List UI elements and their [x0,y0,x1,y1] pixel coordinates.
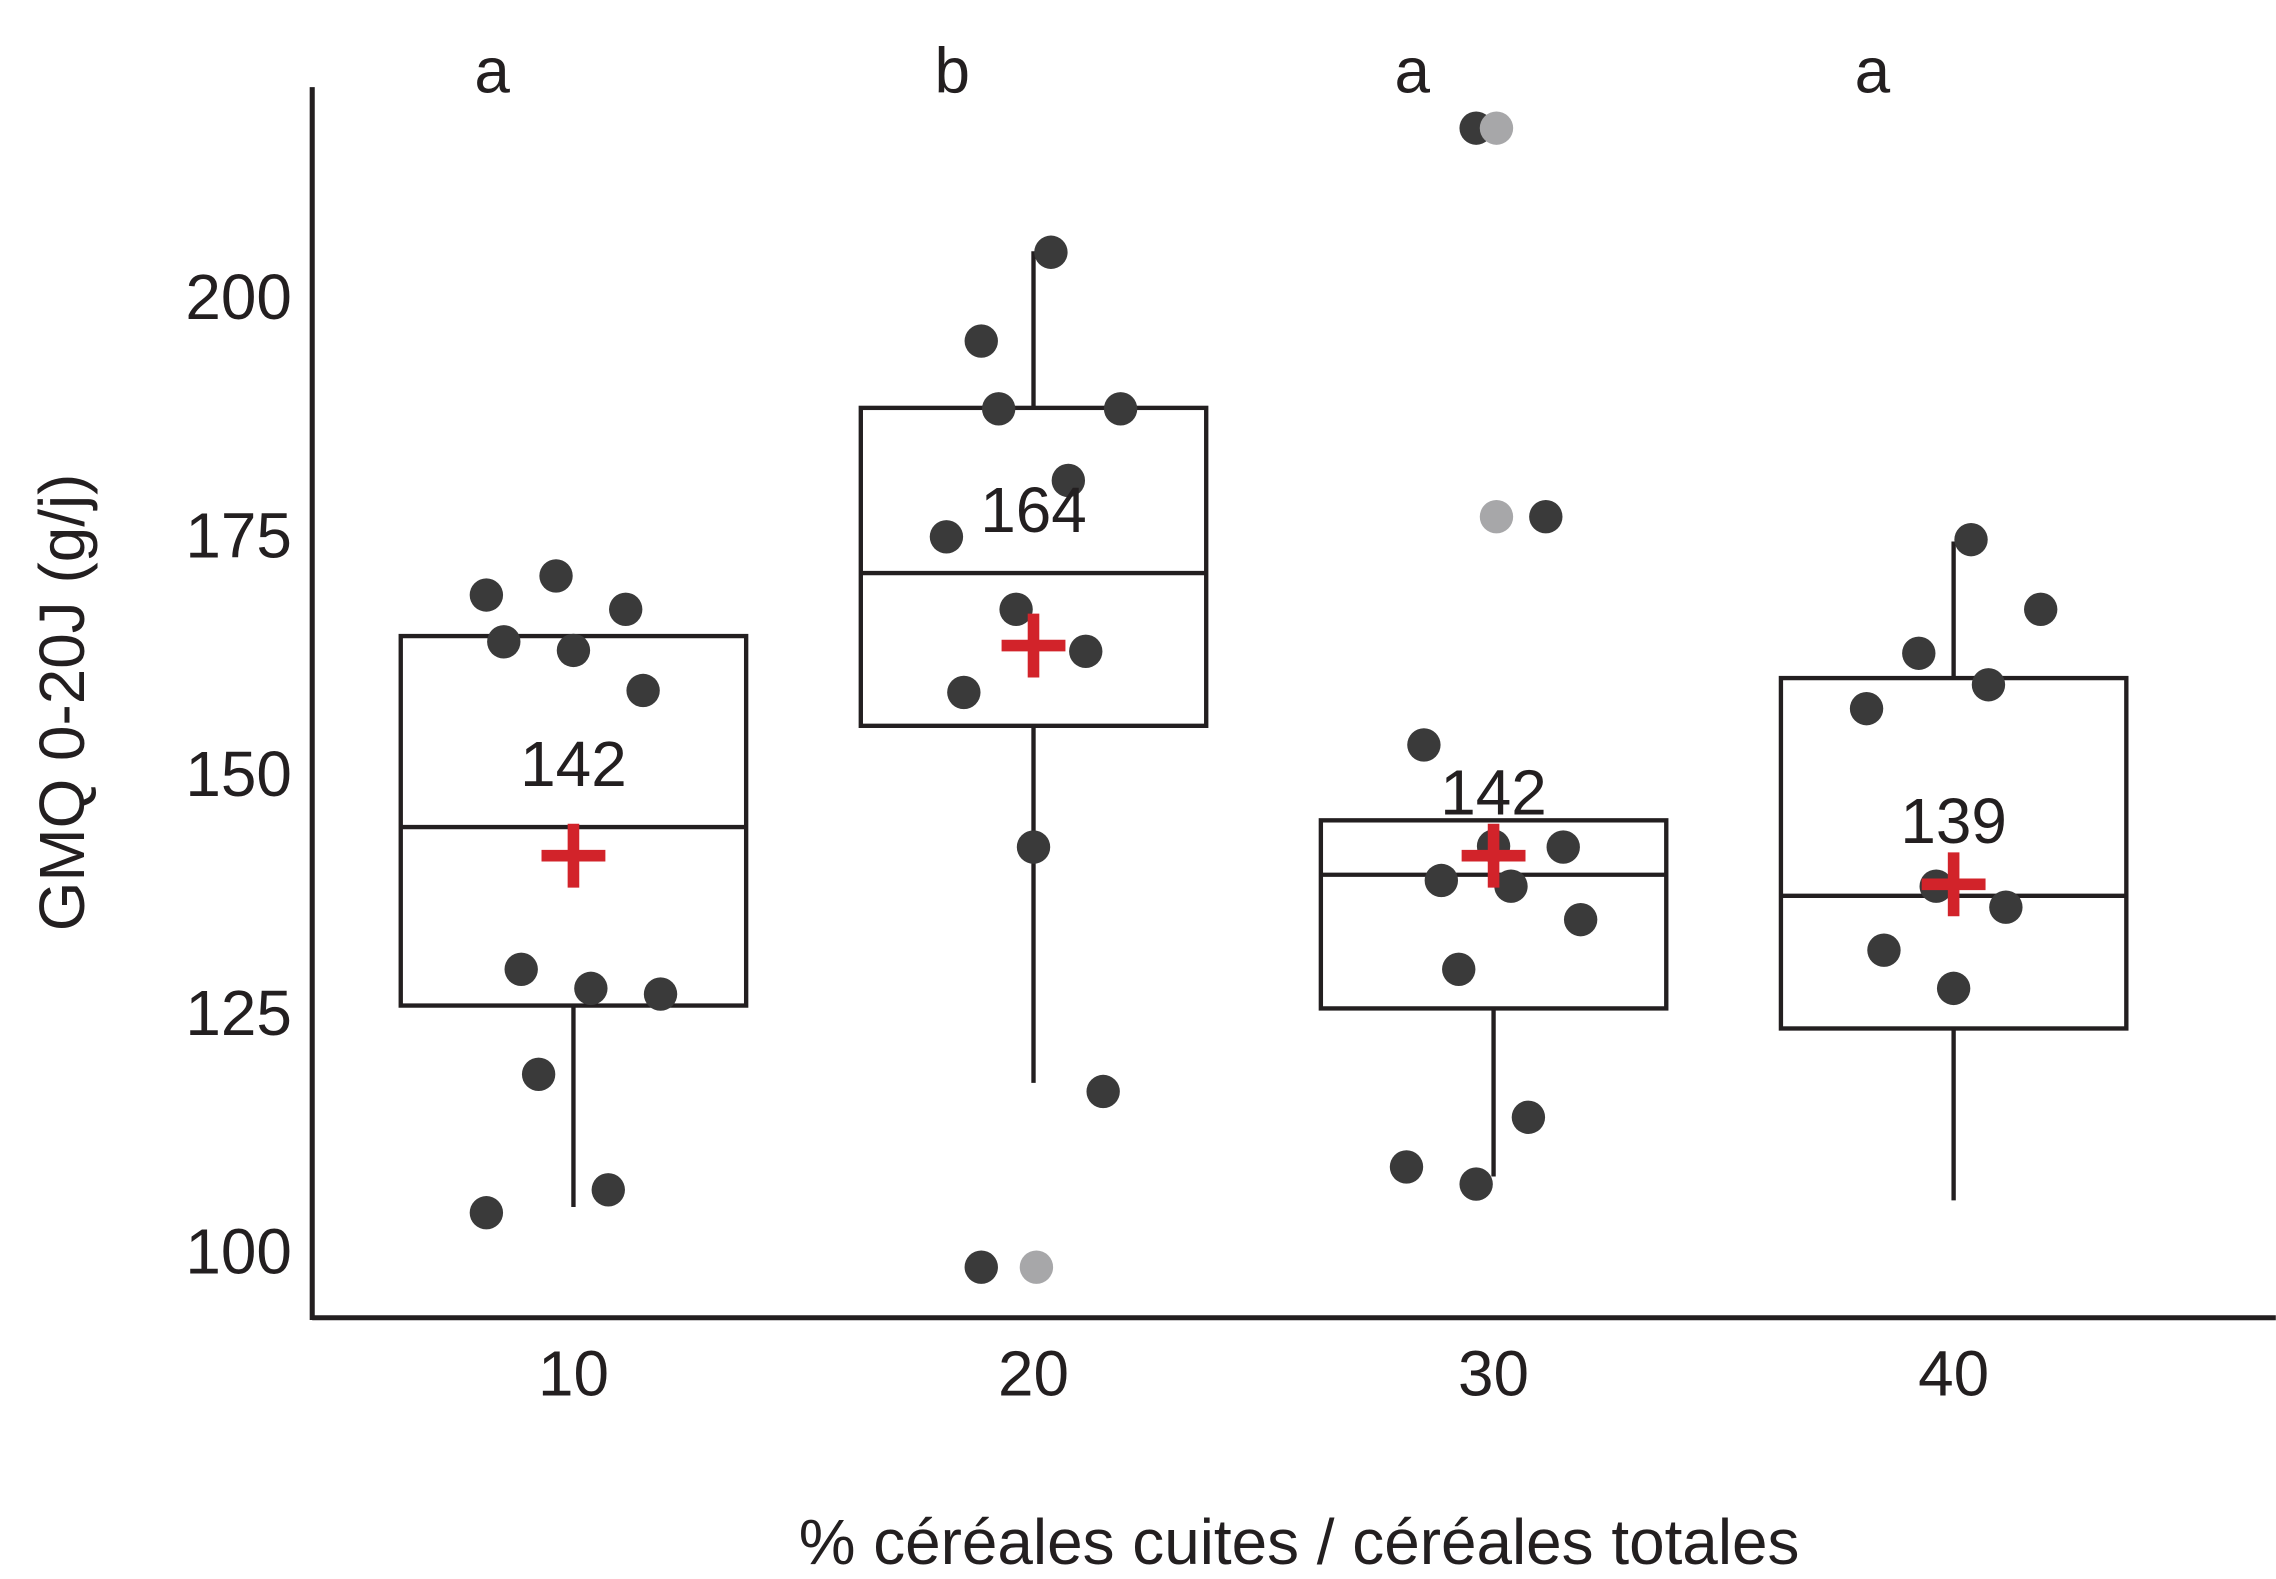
point [1424,863,1459,898]
point [1989,890,2023,924]
point [574,971,608,1006]
y-axis-label: GMQ 0-20J (g/j) [26,474,98,932]
mean-label: 142 [520,728,627,800]
mean-marker [1921,852,1986,917]
box [1778,675,2129,1031]
point [643,977,678,1011]
significance-letter: a [1855,34,1891,106]
point [1069,634,1103,669]
point [556,633,591,668]
mean-label: 139 [1900,785,2007,857]
point [1459,1167,1493,1201]
point [469,578,504,612]
point [1494,869,1528,903]
point [591,1173,625,1207]
point [1103,392,1138,426]
x-axis-label: % céréales cuites / céréales totales [799,1506,1800,1578]
point [487,625,521,659]
box [1318,818,1669,1011]
point [469,1196,504,1230]
point [929,520,964,554]
point [999,592,1033,627]
point [1936,971,1971,1006]
mean-marker [541,823,606,888]
outlier [1019,1250,1054,1284]
mean-label: 142 [1440,756,1547,828]
point [2024,592,2058,627]
point [1563,902,1598,937]
point [1511,1100,1546,1134]
significance-letter: a [474,34,510,106]
point [1546,830,1580,864]
point [1849,691,1884,726]
significance-letter: a [1395,34,1431,106]
point [1034,235,1068,269]
y-tick-label: 100 [185,1216,292,1288]
point [1051,463,1086,498]
point [1954,522,1988,557]
mean-label: 164 [980,474,1087,546]
x-tick-label: 20 [998,1338,1069,1410]
point [626,673,660,708]
point [1016,830,1051,864]
point [1867,933,1901,967]
point [1971,668,2006,702]
point [964,324,998,358]
point [1902,636,1936,670]
point [504,952,538,986]
box [398,633,749,1008]
point [947,675,981,710]
y-tick-label: 125 [185,977,292,1049]
box [858,405,1209,728]
point [981,392,1016,426]
mean-marker [1001,613,1066,678]
outlier [1479,111,1514,145]
point [1086,1074,1120,1109]
significance-letter: b [934,34,970,106]
point [521,1057,556,1091]
point [1389,1150,1424,1184]
point [964,1250,998,1284]
point [1442,952,1476,986]
mean-marker [1461,823,1526,888]
point [1529,500,1563,534]
y-tick-label: 150 [185,738,292,810]
point [539,559,573,593]
x-tick-label: 30 [1458,1338,1529,1410]
y-tick-label: 175 [185,499,292,571]
point [609,592,643,627]
y-tick-label: 200 [185,261,292,333]
x-tick-label: 10 [538,1338,609,1410]
outlier [1479,500,1514,534]
x-tick-label: 40 [1918,1338,1989,1410]
point [1407,728,1441,762]
